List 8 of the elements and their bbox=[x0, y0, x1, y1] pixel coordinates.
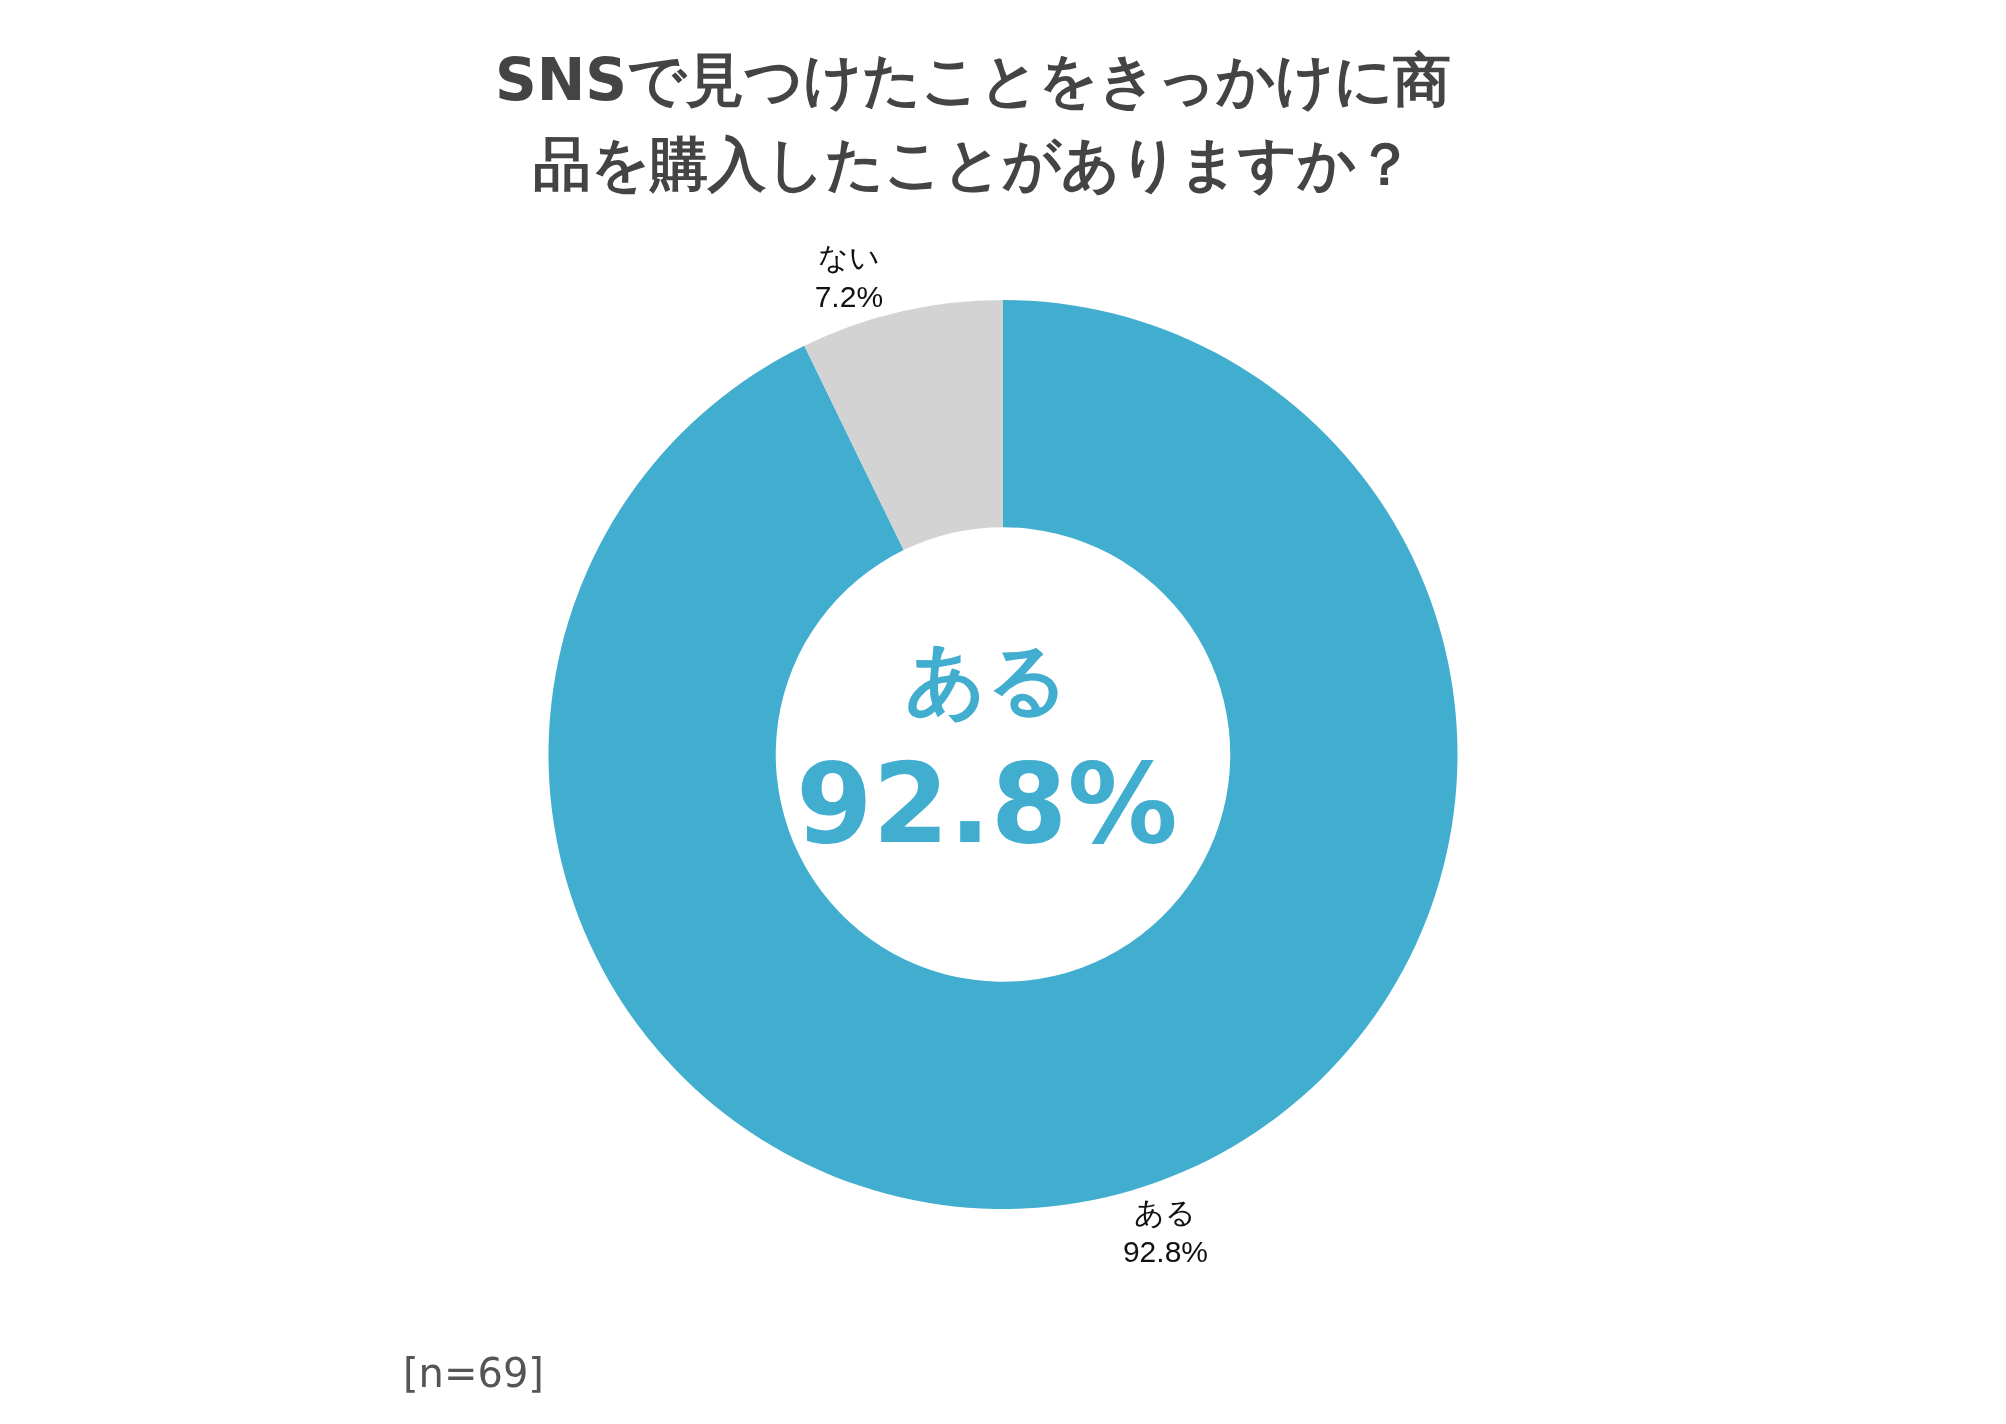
text: ある bbox=[905, 633, 1069, 726]
slice-label: ある bbox=[1134, 1195, 1197, 1229]
text: [n=69] bbox=[403, 1350, 544, 1396]
text: 92.8% bbox=[796, 740, 1178, 868]
chart-title: SNSで見つけたことをきっかけに商品を購入したことがありますか？ bbox=[493, 45, 1453, 201]
slice-label: ない bbox=[817, 241, 880, 275]
data-label: 7.2% bbox=[814, 280, 884, 314]
data-label: 92.8% bbox=[1122, 1234, 1209, 1268]
